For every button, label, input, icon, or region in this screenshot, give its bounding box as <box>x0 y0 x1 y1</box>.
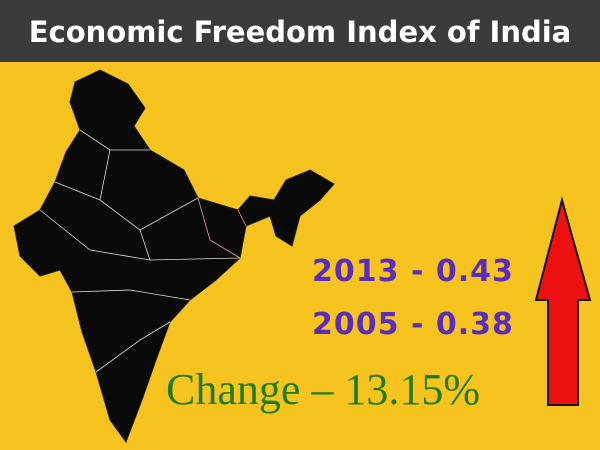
title-bar <box>0 0 600 62</box>
east-borders <box>197 197 247 259</box>
stat-line: 2005 - 0.38 <box>312 307 514 342</box>
up-arrow <box>534 196 592 406</box>
state-borders <box>39 129 241 373</box>
title: Economic Freedom Index of India <box>28 15 572 49</box>
change-text: Change – 13.15% <box>166 365 481 414</box>
stat-line: 2013 - 0.43 <box>312 254 514 289</box>
